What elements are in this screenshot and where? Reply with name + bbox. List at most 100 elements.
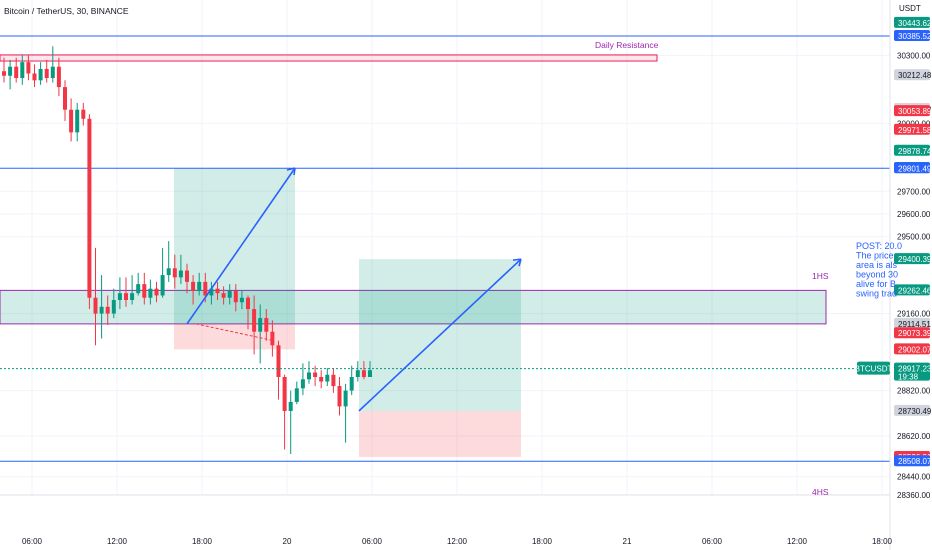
candle-body bbox=[38, 68, 43, 81]
price-tag-text: 29971.58 bbox=[898, 126, 932, 135]
time-tick-label: 12:00 bbox=[107, 537, 128, 546]
projection-arrow-2[interactable] bbox=[358, 258, 522, 412]
candle-body bbox=[75, 109, 80, 133]
post-note-line: swing trad bbox=[856, 289, 897, 299]
price-tick-label: 28360.00 bbox=[897, 491, 931, 500]
candle-body bbox=[111, 299, 116, 314]
candle-body bbox=[258, 318, 263, 332]
candle-body bbox=[215, 288, 220, 294]
candle-body bbox=[148, 288, 153, 298]
time-tick-label: 06:00 bbox=[702, 537, 723, 546]
time-axis[interactable]: 06:00 12:00 18:00 20 06:00 12:00 18:00 21 06:00 1… bbox=[22, 537, 893, 546]
drawing-layer[interactable] bbox=[0, 35, 890, 462]
candles-layer bbox=[2, 46, 372, 455]
post-note-line: The price bbox=[856, 251, 894, 261]
price-tick-label: 30300.00 bbox=[897, 51, 931, 60]
zone-1hs[interactable] bbox=[0, 289, 827, 325]
candle-body bbox=[307, 372, 311, 380]
candle-body bbox=[105, 306, 110, 314]
candle-body bbox=[343, 390, 348, 407]
price-tag bbox=[894, 30, 930, 41]
time-tick-label: 20 bbox=[283, 537, 292, 546]
price-tick-label: 28620.00 bbox=[897, 432, 931, 441]
overlay-layer[interactable] bbox=[0, 167, 890, 412]
arrow-head-2 bbox=[512, 258, 522, 267]
candle-body bbox=[81, 109, 86, 119]
price-tag-text: 30212.48 bbox=[898, 71, 932, 80]
price-tag-text: 28730.49 bbox=[898, 407, 932, 416]
symbol-tag-text: BTCUSDT bbox=[855, 365, 893, 374]
candle-body bbox=[349, 377, 354, 391]
price-tag bbox=[894, 362, 930, 381]
post-note-line: beyond 30 bbox=[856, 270, 898, 280]
price-tick-label: 29160.00 bbox=[897, 310, 931, 319]
price-tag-text: 29073.39 bbox=[898, 329, 932, 338]
candle-body bbox=[355, 370, 360, 378]
candle-body bbox=[191, 281, 196, 291]
post-note-line: POST: 20.0 bbox=[856, 241, 902, 251]
long-position-stop-1[interactable] bbox=[174, 323, 295, 350]
price-tag-text: 30443.62 bbox=[898, 19, 932, 28]
candle-body bbox=[8, 66, 13, 76]
price-tag-text: 30385.52 bbox=[898, 32, 932, 41]
candle-body bbox=[294, 388, 299, 402]
candle-body bbox=[44, 68, 49, 79]
candle-body bbox=[99, 306, 104, 314]
candle-body bbox=[166, 268, 171, 276]
candle-body bbox=[26, 62, 31, 74]
candle-body bbox=[264, 318, 269, 332]
price-tag bbox=[894, 343, 930, 355]
candle-body bbox=[197, 281, 202, 291]
currency-label: USDT bbox=[899, 4, 921, 13]
candle-body bbox=[331, 374, 336, 387]
candle-body bbox=[233, 290, 238, 303]
price-tag bbox=[894, 16, 930, 28]
candle-body bbox=[239, 297, 244, 303]
candle-body bbox=[221, 293, 226, 298]
candle-body bbox=[325, 374, 330, 382]
price-tag bbox=[894, 327, 930, 339]
long-position-stop-2[interactable] bbox=[359, 410, 521, 457]
price-tag-text: 29400.39 bbox=[898, 255, 932, 264]
candle-body bbox=[69, 109, 74, 133]
candle-body bbox=[160, 275, 165, 296]
candle-body bbox=[93, 297, 98, 314]
candle-body bbox=[154, 288, 159, 296]
candle-body bbox=[185, 270, 189, 282]
candle-body bbox=[368, 370, 372, 378]
price-tag bbox=[894, 105, 930, 117]
price-tag-text: 29002.07 bbox=[898, 345, 932, 354]
projection-arrow-1[interactable] bbox=[186, 167, 296, 325]
price-tag bbox=[894, 144, 930, 156]
candle-body bbox=[337, 386, 342, 407]
price-tags: 30443.6230385.5230212.4830063.2030053.89… bbox=[855, 16, 932, 467]
zone-4hs-label: 4HS bbox=[812, 487, 829, 497]
daily-resistance-zone[interactable] bbox=[0, 54, 658, 62]
price-tag bbox=[894, 123, 930, 135]
time-tick-label: 18:00 bbox=[192, 537, 213, 546]
time-tick-label: 18:00 bbox=[872, 537, 893, 546]
candle-body bbox=[136, 284, 141, 294]
candle-body bbox=[32, 73, 37, 81]
chart-title: Bitcoin / TetherUS, 30, BINANCE bbox=[4, 6, 129, 16]
candle-body bbox=[124, 293, 128, 300]
price-tick-label: 29500.00 bbox=[897, 233, 931, 242]
candle-body bbox=[20, 62, 25, 79]
candle-body bbox=[14, 66, 19, 79]
price-tag bbox=[894, 69, 930, 81]
dashed-projection bbox=[195, 323, 275, 342]
time-tick-label: 12:00 bbox=[447, 537, 468, 546]
candle-body bbox=[50, 66, 55, 79]
price-tag bbox=[894, 162, 930, 174]
candle-body bbox=[56, 66, 61, 88]
time-tick-label: 21 bbox=[623, 537, 632, 546]
price-tag-text: 29114.51 bbox=[898, 320, 931, 329]
price-tag bbox=[894, 404, 930, 416]
price-tag bbox=[894, 284, 930, 296]
candle-body bbox=[87, 118, 92, 298]
candle-body bbox=[63, 87, 67, 110]
time-tick-label: 06:00 bbox=[362, 537, 383, 546]
